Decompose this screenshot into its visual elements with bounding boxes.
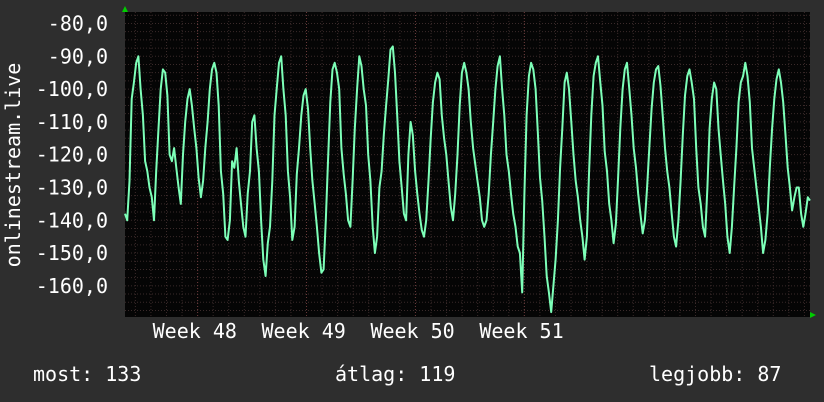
plot-area bbox=[125, 12, 810, 317]
line-chart: -80,0 -90,0 -100,0 -110,0 -120,0 -130,0 -140,0… bbox=[36, 6, 816, 343]
x-tick-label: Week 51 bbox=[479, 319, 563, 343]
y-tick-labels: -80,0 -90,0 -100,0 -110,0 -120,0 -130,0 -140,0… bbox=[36, 11, 108, 297]
y-tick-label: -150,0 bbox=[36, 241, 108, 265]
current-value: most: 133 bbox=[33, 362, 142, 386]
x-tick-labels: Week 48 Week 49 Week 50 Week 51 bbox=[153, 319, 564, 343]
best-value: legjobb: 87 bbox=[649, 362, 782, 386]
x-tick-label: Week 48 bbox=[153, 319, 237, 343]
y-tick-label: -130,0 bbox=[36, 175, 108, 199]
average-value: átlag: 119 bbox=[335, 362, 456, 386]
y-axis-arrow bbox=[122, 6, 128, 12]
y-tick-label: -100,0 bbox=[36, 77, 108, 101]
series-line bbox=[124, 45, 811, 314]
y-tick-label: -160,0 bbox=[36, 274, 108, 298]
y-tick-label: -110,0 bbox=[36, 110, 108, 134]
y-axis-title-wrap: onlinestream.live bbox=[0, 0, 26, 320]
y-tick-label: -140,0 bbox=[36, 208, 108, 232]
y-axis-title: onlinestream.live bbox=[1, 62, 25, 268]
x-axis-arrow bbox=[810, 312, 816, 318]
x-tick-label: Week 49 bbox=[262, 319, 346, 343]
y-tick-label: -80,0 bbox=[48, 11, 108, 35]
y-tick-label: -120,0 bbox=[36, 143, 108, 167]
x-tick-label: Week 50 bbox=[370, 319, 454, 343]
y-tick-label: -90,0 bbox=[48, 44, 108, 68]
